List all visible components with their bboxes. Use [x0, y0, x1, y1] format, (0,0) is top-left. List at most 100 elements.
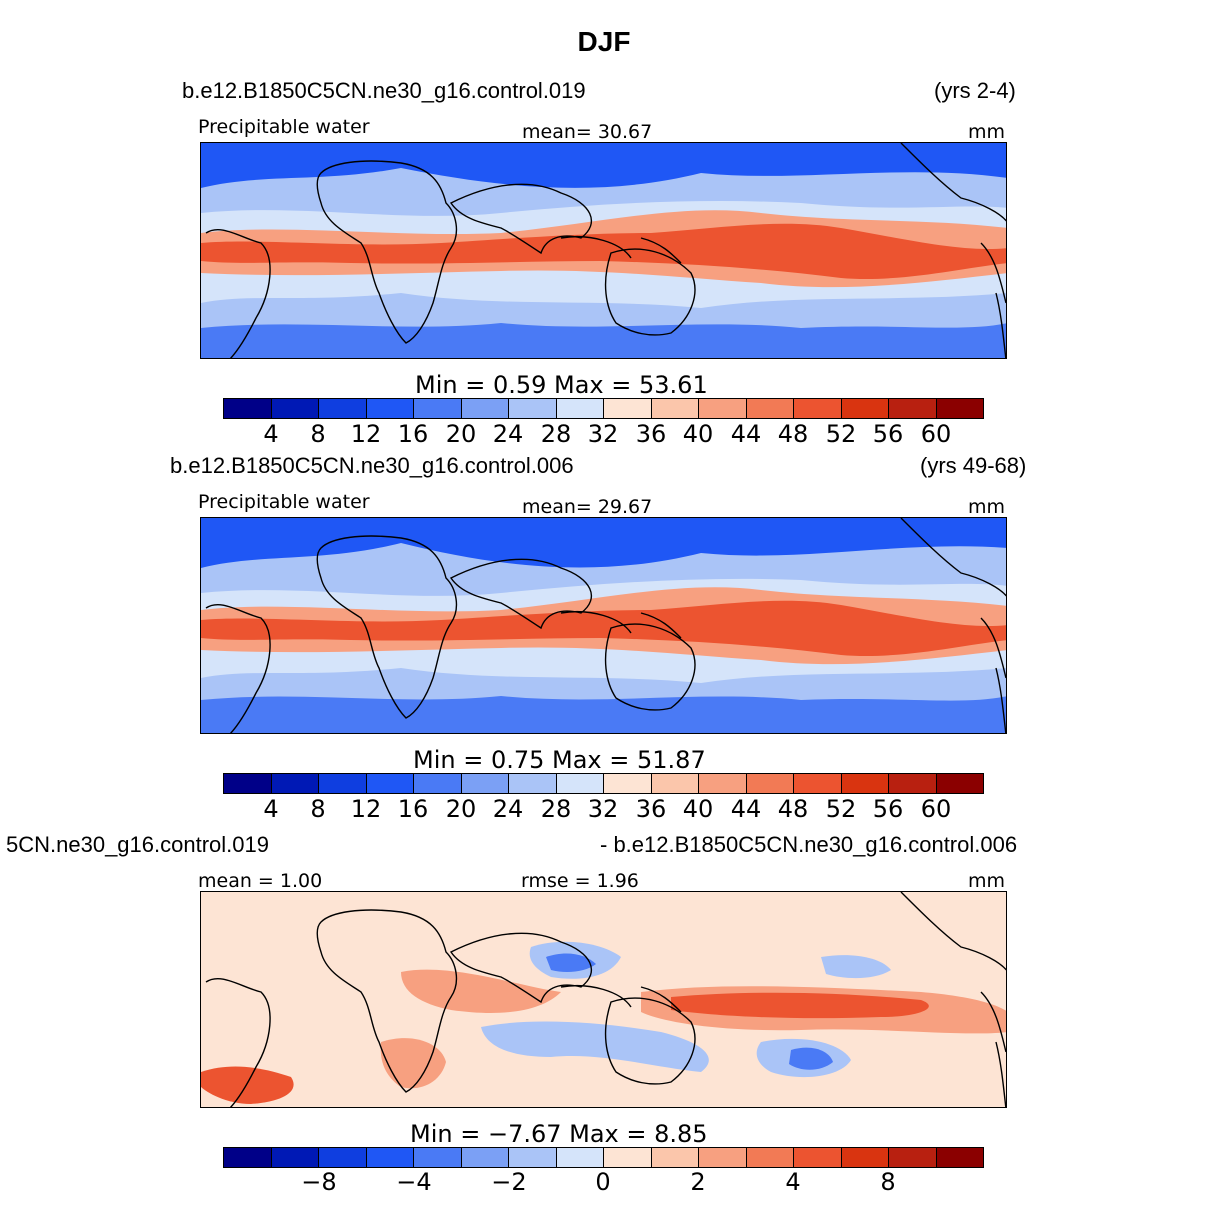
panel1-minmax: Min = 0.59 Max = 53.61 [415, 371, 708, 399]
panel3-pos-region [401, 969, 561, 1013]
panel1-tick: 56 [872, 420, 904, 448]
panel3-case-name: 5CN.ne30_g16.control.019 [6, 832, 269, 857]
panel1-dry-north [201, 143, 1006, 188]
panel2-dry-south [201, 696, 1006, 733]
colorbar-swatch [794, 774, 842, 793]
colorbar-swatch [746, 774, 794, 793]
panel3-minmax: Min = −7.67 Max = 8.85 [410, 1120, 708, 1148]
panel2-map [200, 517, 1007, 734]
panel2-tick: 40 [682, 795, 714, 823]
colorbar-swatch [366, 774, 414, 793]
colorbar-swatch [414, 774, 462, 793]
panel1-tick: 32 [587, 420, 619, 448]
panel2-tick: 12 [350, 795, 382, 823]
panel3-tick: −2 [491, 1168, 527, 1196]
panel2-tick: 16 [397, 795, 429, 823]
panel1-years: (yrs 2-4) [934, 78, 1016, 103]
panel1-wet-itcz [201, 223, 1006, 280]
colorbar-swatch [319, 1148, 367, 1167]
colorbar-swatch [509, 1148, 557, 1167]
panel1-tick: 8 [310, 420, 326, 448]
colorbar-swatch [224, 774, 272, 793]
colorbar-swatch [841, 1148, 889, 1167]
panel1-case-name: b.e12.B1850C5CN.ne30_g16.control.019 [182, 78, 586, 103]
panel3-neg-region [821, 955, 891, 979]
panel1-tick: 40 [682, 420, 714, 448]
panel1-tick: 36 [635, 420, 667, 448]
panel1-tick: 4 [263, 420, 279, 448]
colorbar-swatch [461, 399, 509, 418]
colorbar-swatch [699, 1148, 747, 1167]
colorbar-swatch [604, 399, 652, 418]
panel1-tick: 52 [825, 420, 857, 448]
panel2-center-label: mean= 29.67 [522, 496, 653, 518]
panel3-coastlines [205, 892, 1006, 1107]
colorbar-swatch [889, 1148, 937, 1167]
colorbar-swatch [604, 1148, 652, 1167]
panel1-tick: 28 [540, 420, 572, 448]
colorbar-swatch [509, 399, 557, 418]
colorbar-swatch [746, 1148, 794, 1167]
panel1-left-label: Precipitable water [198, 116, 370, 138]
colorbar-swatch [556, 399, 604, 418]
colorbar-swatch [841, 399, 889, 418]
panel3-units: mm [968, 870, 1006, 892]
colorbar-swatch [794, 1148, 842, 1167]
panel1-tick: 44 [730, 420, 762, 448]
panel1-tick: 20 [445, 420, 477, 448]
panel2-case-name: b.e12.B1850C5CN.ne30_g16.control.006 [170, 453, 574, 478]
panel2-tick: 24 [492, 795, 524, 823]
colorbar-swatch [651, 1148, 699, 1167]
colorbar-swatch [271, 774, 319, 793]
panel2-wet-itcz [201, 600, 1006, 657]
colorbar-swatch [889, 774, 937, 793]
panel3-tick: −8 [301, 1168, 337, 1196]
panel3-field [201, 892, 1006, 1107]
panel2-tick: 32 [587, 795, 619, 823]
colorbar-swatch [224, 1148, 272, 1167]
colorbar-swatch [414, 1148, 462, 1167]
colorbar-swatch [224, 399, 272, 418]
panel3-tick: 4 [785, 1168, 801, 1196]
colorbar-swatch [319, 399, 367, 418]
colorbar-swatch [794, 399, 842, 418]
panel1-map [200, 142, 1007, 359]
colorbar-swatch [366, 1148, 414, 1167]
panel3-strong-pos [201, 1066, 294, 1104]
panel2-coastlines [205, 518, 1006, 733]
panel1-tick: 12 [350, 420, 382, 448]
colorbar-swatch [556, 1148, 604, 1167]
colorbar-swatch [509, 774, 557, 793]
panel2-tick: 20 [445, 795, 477, 823]
panel2-tick: 8 [310, 795, 326, 823]
panel2-years: (yrs 49-68) [920, 453, 1027, 478]
panel1-center-label: mean= 30.67 [522, 121, 653, 143]
panel2-tick: 36 [635, 795, 667, 823]
panel3-rmse-label: rmse = 1.96 [521, 870, 639, 892]
panel2-left-label: Precipitable water [198, 491, 370, 513]
panel2-tick: 4 [263, 795, 279, 823]
panel3-map [200, 891, 1007, 1108]
panel1-tick: 48 [777, 420, 809, 448]
panel1-field [201, 143, 1006, 358]
panel3-colorbar [223, 1147, 984, 1168]
panel2-colorbar [223, 773, 984, 794]
panel3-neg-region [481, 1021, 709, 1072]
panel3-tick: 8 [880, 1168, 896, 1196]
panel1-colorbar [223, 398, 984, 419]
figure-title: DJF [577, 26, 631, 57]
colorbar-swatch [461, 774, 509, 793]
panel3-tick: 2 [690, 1168, 706, 1196]
panel1-tick: 24 [492, 420, 524, 448]
colorbar-swatch [936, 774, 983, 793]
colorbar-swatch [461, 1148, 509, 1167]
colorbar-swatch [556, 774, 604, 793]
panel1-units: mm [968, 121, 1006, 143]
panel2-tick: 44 [730, 795, 762, 823]
colorbar-swatch [889, 399, 937, 418]
colorbar-swatch [699, 774, 747, 793]
panel2-minmax: Min = 0.75 Max = 51.87 [413, 746, 706, 774]
panel2-field [201, 518, 1006, 733]
colorbar-swatch [651, 399, 699, 418]
